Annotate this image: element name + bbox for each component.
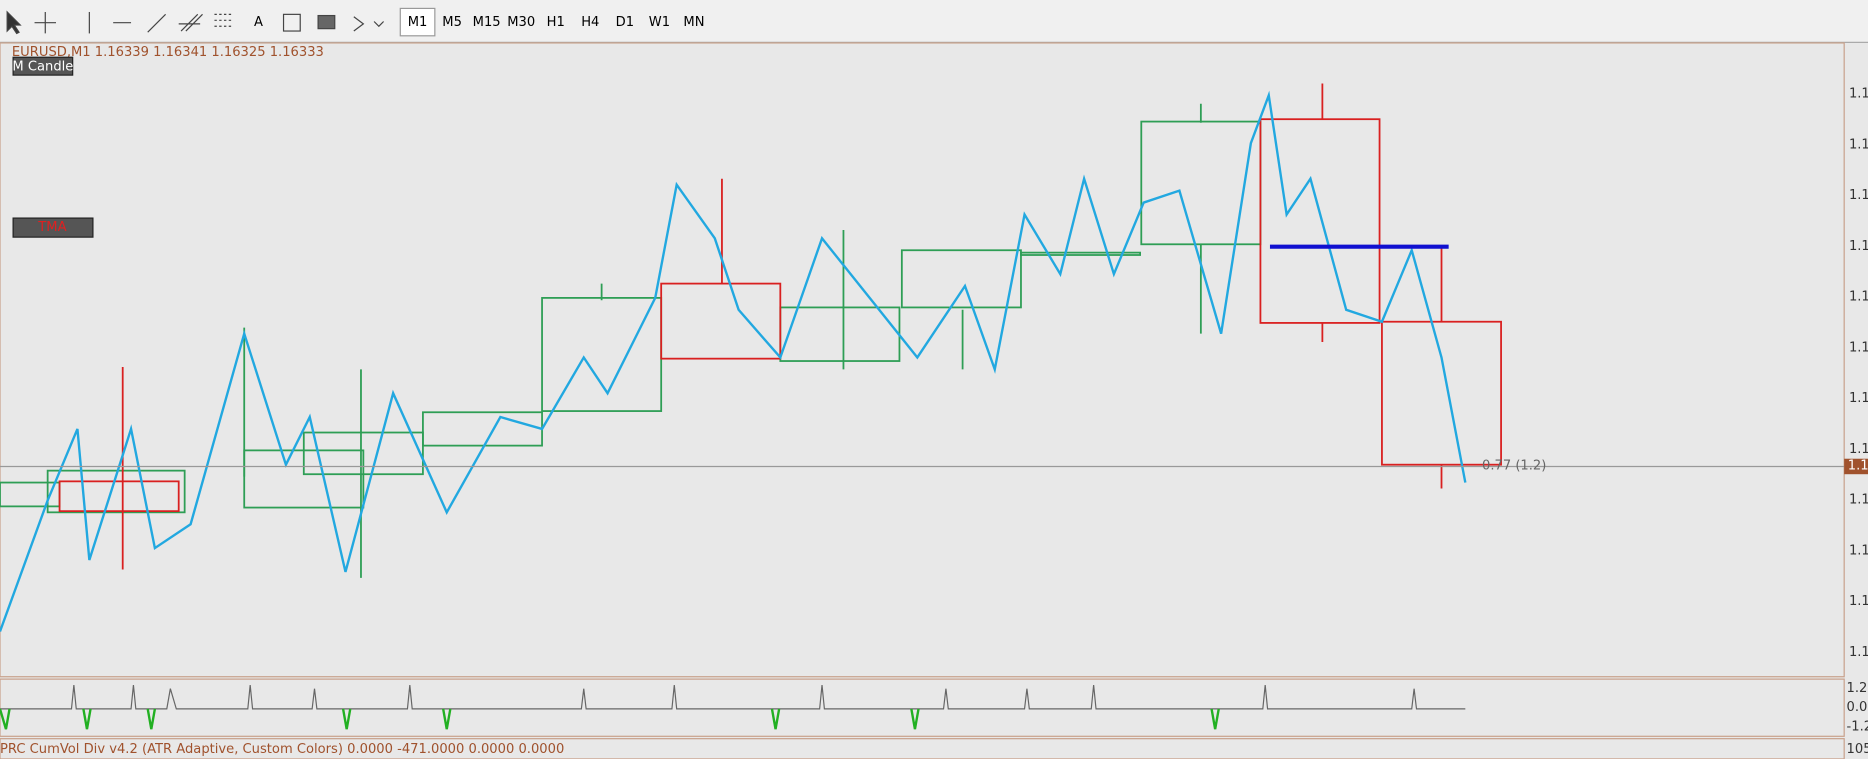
timeframe-button[interactable]: M1 <box>408 15 428 30</box>
price-label: 1.1 <box>1849 391 1868 406</box>
tool-icons <box>6 10 385 35</box>
timeframe-button[interactable]: M5 <box>442 15 462 30</box>
price-label: 1.1 <box>1849 442 1868 457</box>
button-bg <box>12 217 94 238</box>
timeframe-button[interactable]: MN <box>683 15 704 30</box>
timeframe-button[interactable]: W1 <box>649 15 670 30</box>
timeframe-button[interactable]: H1 <box>547 15 565 30</box>
annotation: 0.77 (1.2) <box>1482 458 1546 473</box>
timeframe-button[interactable]: D1 <box>616 15 634 30</box>
active-timeframe <box>399 7 436 37</box>
current-price: 1.1 <box>1848 458 1868 473</box>
button-bg <box>12 56 74 76</box>
current-price-bg <box>1844 458 1868 475</box>
tma-button[interactable]: TMA <box>37 220 66 235</box>
toolbar <box>0 0 1868 43</box>
price-label: 1.1 <box>1849 137 1868 152</box>
indicator-axis-label: 1.2 <box>1847 681 1868 696</box>
bottom-axis-label: 105 <box>1847 742 1868 757</box>
timeframe-button[interactable]: M30 <box>507 15 535 30</box>
price-label: 1.1 <box>1849 493 1868 508</box>
chart-header: EURUSD,M1 1.16339 1.16341 1.16325 1.1633… <box>12 45 324 60</box>
price-label: 1.1 <box>1849 87 1868 102</box>
indicator-pane <box>0 678 1845 737</box>
text-tool[interactable]: A <box>254 15 263 30</box>
indicator-down <box>0 708 1220 730</box>
indicator-up <box>0 685 1466 710</box>
price-label: 1.1 <box>1849 340 1868 355</box>
price-label: 1.1 <box>1849 645 1868 660</box>
boxes <box>0 83 1502 578</box>
price-label: 1.1 <box>1849 239 1868 254</box>
price-path <box>0 90 1467 632</box>
price-label: 1.1 <box>1849 594 1868 609</box>
m-candle-button[interactable]: M Candle <box>12 59 73 74</box>
indicator-axis-label: -1.2 <box>1847 719 1868 734</box>
price-label: 1.1 <box>1849 188 1868 203</box>
timeframe-button[interactable]: M15 <box>473 15 501 30</box>
indicator-axis-label: 0.00 <box>1847 700 1868 715</box>
timeframe-button[interactable]: H4 <box>581 15 599 30</box>
bottom-title: PRC CumVol Div v4.2 (ATR Adaptive, Custo… <box>0 742 564 757</box>
chart-area <box>0 42 1845 678</box>
price-label: 1.1 <box>1849 543 1868 558</box>
price-label: 1.1 <box>1849 290 1868 305</box>
